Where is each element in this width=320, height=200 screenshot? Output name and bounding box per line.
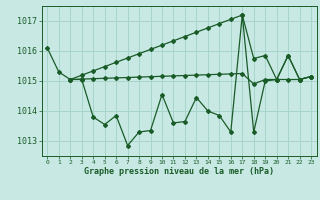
X-axis label: Graphe pression niveau de la mer (hPa): Graphe pression niveau de la mer (hPa) bbox=[84, 167, 274, 176]
